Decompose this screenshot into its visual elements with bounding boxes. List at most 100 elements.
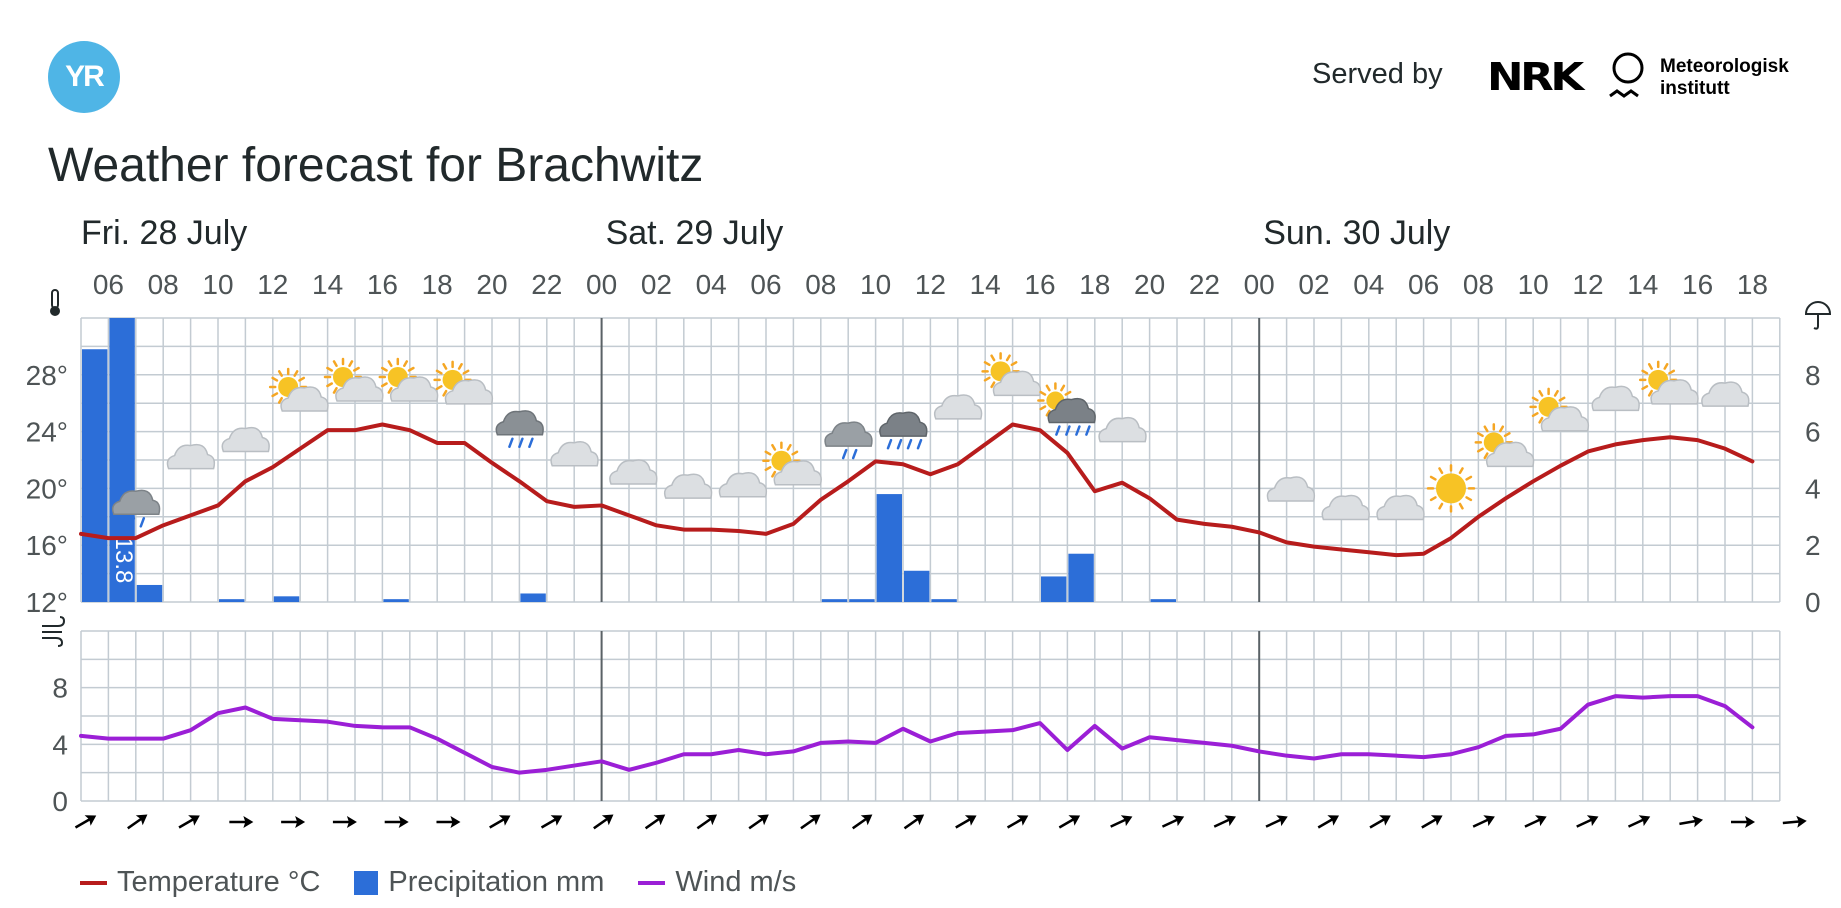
sun-ray bbox=[1429, 496, 1437, 502]
wind-direction-arrow bbox=[332, 816, 357, 828]
wind-direction-arrow bbox=[1213, 815, 1236, 828]
rain-drop bbox=[886, 438, 893, 450]
arrow-shaft bbox=[1524, 817, 1543, 828]
sun-ray bbox=[1039, 390, 1047, 396]
arrow-shaft bbox=[1421, 816, 1439, 829]
sun-ray bbox=[1668, 369, 1676, 375]
cloud-light-rain-icon bbox=[824, 421, 873, 460]
sun-ray bbox=[1483, 425, 1489, 433]
sun-ray bbox=[387, 387, 393, 394]
partly-cloudy-day-icon bbox=[268, 367, 329, 412]
arrow-shaft bbox=[489, 816, 507, 829]
arrow-shaft bbox=[1627, 817, 1647, 828]
arrow-shaft bbox=[644, 816, 662, 830]
sun-ray bbox=[1045, 409, 1051, 417]
arrow-head bbox=[1796, 815, 1807, 828]
cloud-shape bbox=[1485, 441, 1535, 468]
sun-ray bbox=[298, 376, 306, 382]
sun-ray bbox=[293, 370, 299, 377]
partly-cloudy-night-icon bbox=[1266, 467, 1316, 502]
cloud-icon bbox=[1591, 385, 1640, 412]
hour-tick-label: 08 bbox=[148, 269, 179, 300]
cloud-icon bbox=[1098, 416, 1147, 443]
sun-ray bbox=[1553, 389, 1559, 397]
hour-tick-label: 14 bbox=[970, 269, 1001, 300]
arrow-shaft bbox=[903, 816, 921, 830]
legend-precipitation-label: Precipitation mm bbox=[388, 866, 605, 898]
sun-ray bbox=[1558, 396, 1566, 402]
precipitation-bar bbox=[904, 570, 930, 602]
sun-ray bbox=[435, 369, 443, 375]
hour-tick-label: 12 bbox=[915, 269, 946, 300]
sun-ray bbox=[387, 360, 393, 367]
wind-direction-arrow bbox=[1627, 815, 1651, 828]
precipitation-bar bbox=[520, 593, 546, 602]
arrow-head bbox=[1483, 815, 1495, 827]
arrow-shaft bbox=[540, 816, 559, 829]
nrk-logo[interactable]: NRK bbox=[1487, 55, 1584, 99]
sun-ray bbox=[983, 376, 991, 382]
cloud-rain-icon bbox=[495, 410, 544, 449]
arrow-shaft bbox=[1369, 816, 1388, 829]
met-institute-icon bbox=[1609, 52, 1644, 98]
arrow-shaft bbox=[748, 816, 766, 830]
sun-ray bbox=[990, 354, 996, 362]
yr-logo[interactable]: YR bbox=[48, 41, 120, 113]
sun-ray bbox=[326, 366, 333, 372]
sun-ray bbox=[1438, 467, 1444, 475]
hour-tick-label: 12 bbox=[257, 269, 288, 300]
cloud-shape bbox=[1650, 379, 1699, 405]
sun-ray bbox=[1663, 363, 1669, 370]
met-institute-logo[interactable]: Meteorologisk institutt bbox=[1660, 56, 1789, 100]
wind-direction-arrow bbox=[800, 814, 821, 830]
wind-direction-arrow bbox=[1317, 815, 1340, 829]
sun-ray bbox=[1010, 361, 1018, 367]
sun-ray bbox=[277, 370, 283, 377]
sun-ray bbox=[983, 361, 991, 367]
arrow-head bbox=[550, 815, 563, 826]
cloud-icon bbox=[933, 394, 983, 420]
moon-icon bbox=[1221, 462, 1237, 493]
precipitation-swatch bbox=[354, 870, 379, 895]
rain-drop bbox=[916, 438, 923, 450]
cloud-shape bbox=[1540, 406, 1590, 432]
cloud-icon bbox=[166, 443, 216, 470]
cloud-shape bbox=[166, 443, 216, 470]
arrow-head bbox=[1692, 815, 1704, 828]
sun-ray bbox=[1538, 389, 1544, 397]
served-by-label: Served by bbox=[1312, 58, 1443, 90]
sun-ray bbox=[348, 360, 354, 367]
sun-ray bbox=[380, 382, 388, 388]
umbrella-icon bbox=[1804, 301, 1832, 330]
rain-drop bbox=[851, 448, 858, 460]
partly-cloudy-night-icon bbox=[718, 463, 768, 498]
arrow-head bbox=[1638, 815, 1651, 827]
cloud-shape bbox=[111, 489, 161, 516]
arrow-head bbox=[1379, 815, 1391, 826]
cloud-shape bbox=[1321, 494, 1370, 521]
sun-ray bbox=[1476, 432, 1484, 438]
sun-ray bbox=[1647, 363, 1653, 370]
arrow-head bbox=[1745, 816, 1756, 828]
arrow-head bbox=[1068, 815, 1081, 826]
hour-tick-label: 10 bbox=[1518, 269, 1549, 300]
cloud-shape bbox=[663, 473, 713, 499]
wind-direction-arrow bbox=[851, 814, 873, 830]
hour-tick-label: 20 bbox=[1134, 269, 1165, 300]
wind-direction-arrow bbox=[1731, 816, 1756, 828]
wind-swatch bbox=[638, 880, 666, 885]
moon-shape bbox=[1221, 462, 1237, 493]
rain-drop bbox=[508, 437, 514, 449]
wind-direction-arrow bbox=[1782, 815, 1807, 828]
arrow-head bbox=[1016, 815, 1029, 826]
rain-drop bbox=[139, 517, 146, 528]
temperature-swatch bbox=[80, 880, 107, 885]
partly-cloudy-night-icon bbox=[1321, 486, 1370, 521]
arrow-head bbox=[653, 814, 666, 826]
partly-cloudy-day-icon bbox=[378, 357, 439, 402]
arrow-head bbox=[398, 816, 409, 828]
cloud-shape bbox=[495, 410, 544, 436]
hour-tick-label: 02 bbox=[641, 269, 672, 300]
hour-tick-label: 16 bbox=[1024, 269, 1055, 300]
partly-cloudy-day-icon bbox=[762, 441, 822, 486]
